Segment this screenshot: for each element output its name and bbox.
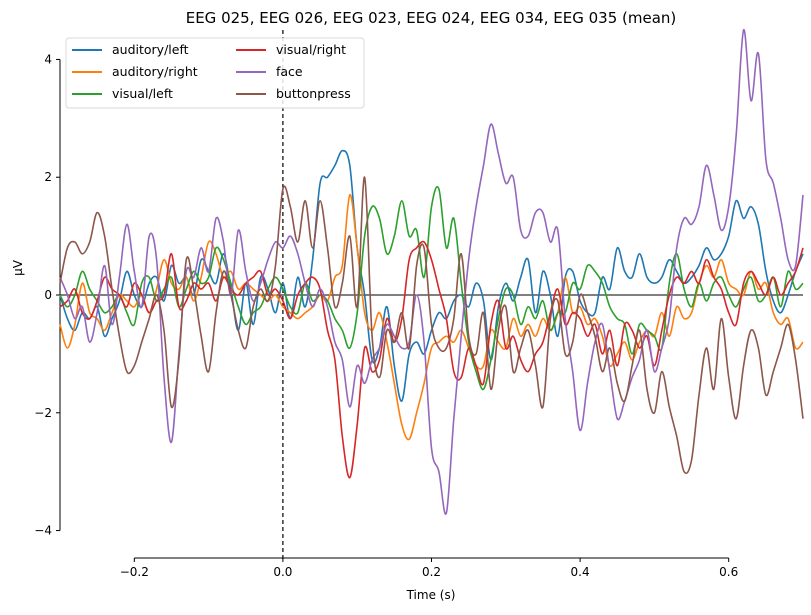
series-line-visual-right xyxy=(59,240,804,479)
y-axis-label: µV xyxy=(11,259,25,276)
x-tick-label: −0.2 xyxy=(120,565,149,579)
legend-label-face: face xyxy=(276,64,303,79)
legend-label-auditory-left: auditory/left xyxy=(112,42,189,57)
series-line-auditory-right xyxy=(59,194,804,441)
y-axis: −4 −2 0 2 4 xyxy=(34,52,61,538)
legend: auditory/left auditory/right visual/left vi… xyxy=(65,37,365,109)
series-line-visual-left xyxy=(59,185,804,391)
y-tick-label: −4 xyxy=(34,524,52,538)
series-lines xyxy=(59,29,804,515)
legend-label-buttonpress: buttonpress xyxy=(276,86,351,101)
y-tick-label: 2 xyxy=(44,170,52,184)
chart-title: EEG 025, EEG 026, EEG 023, EEG 024, EEG … xyxy=(186,9,677,27)
legend-label-visual-left: visual/left xyxy=(112,86,173,101)
series-line-auditory-left xyxy=(59,149,804,402)
x-tick-label: 0.4 xyxy=(571,565,590,579)
legend-label-visual-right: visual/right xyxy=(276,42,346,57)
legend-frame xyxy=(65,37,365,109)
y-tick-label: −2 xyxy=(34,406,52,420)
x-tick-label: 0.0 xyxy=(273,565,292,579)
x-tick-label: 0.2 xyxy=(422,565,441,579)
series-line-buttonpress xyxy=(59,176,804,475)
legend-label-auditory-right: auditory/right xyxy=(112,64,198,79)
x-tick-label: 0.6 xyxy=(719,565,738,579)
x-axis: −0.2 0.0 0.2 0.4 0.6 xyxy=(120,557,738,579)
y-tick-label: 0 xyxy=(44,288,52,302)
y-tick-label: 4 xyxy=(44,52,52,66)
x-axis-label: Time (s) xyxy=(406,588,456,602)
